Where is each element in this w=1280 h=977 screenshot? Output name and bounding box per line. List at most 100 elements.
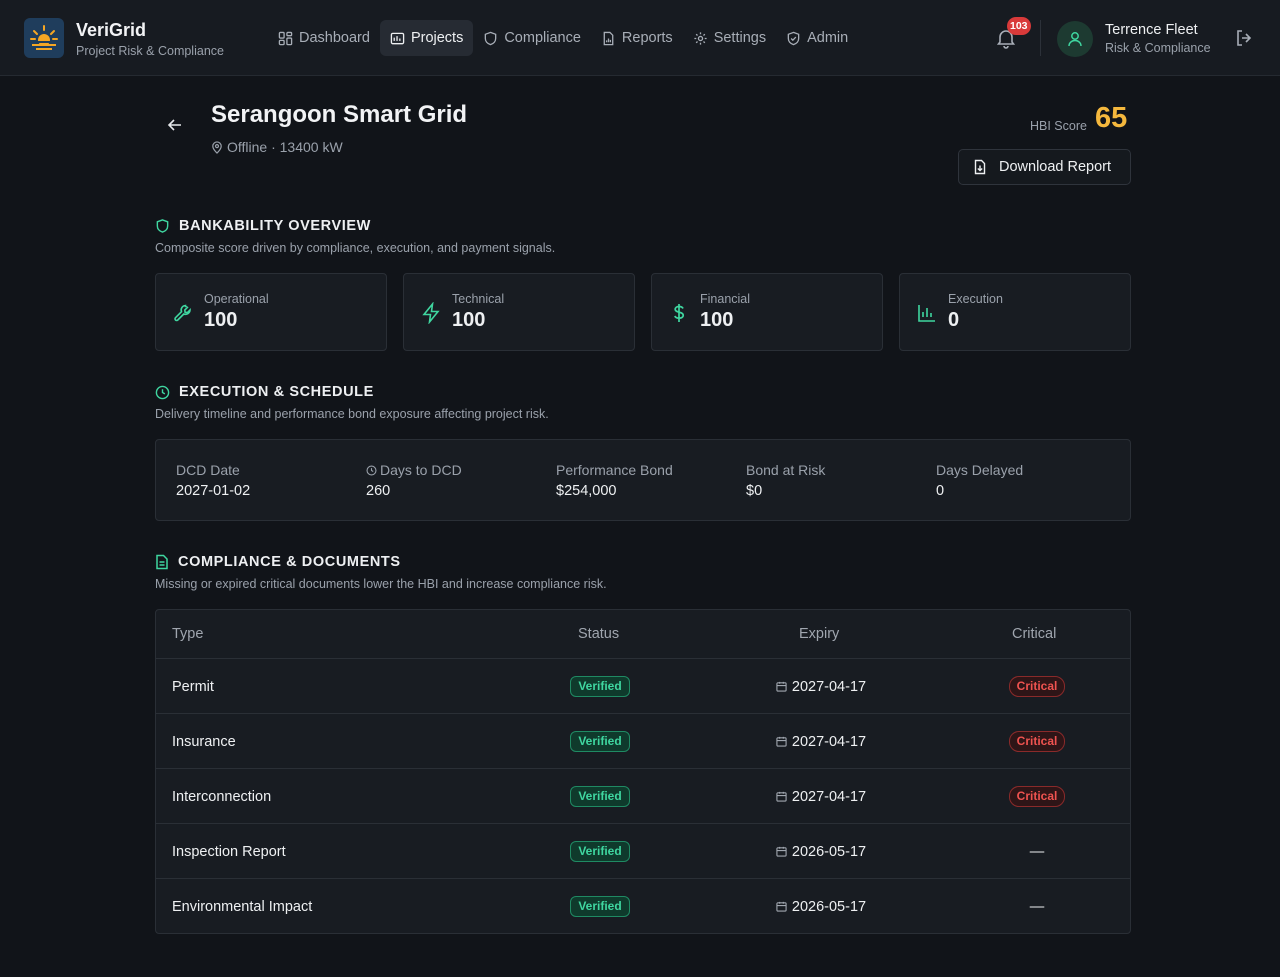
- nav-label: Settings: [713, 30, 767, 46]
- project-meta: Offline · 13400 kW: [211, 139, 343, 155]
- field-label: DCD Date: [176, 462, 240, 478]
- bankability-heading: BANKABILITY OVERVIEW: [155, 218, 371, 234]
- table-row[interactable]: Insurance Verified 2027-04-17 Critical: [156, 714, 1130, 769]
- critical-badge: Critical: [1008, 676, 1066, 697]
- critical-value: —: [1029, 898, 1045, 915]
- field-value: $0: [746, 483, 763, 499]
- user-icon: [1068, 32, 1082, 47]
- column-header-status[interactable]: Status: [578, 626, 620, 642]
- field-value: 260: [366, 483, 391, 499]
- hbi-score: 65: [1095, 102, 1128, 134]
- expiry-date: 2027-04-17: [791, 678, 867, 695]
- expiry-date: 2026-05-17: [791, 898, 867, 915]
- section-title: COMPLIANCE & DOCUMENTS: [178, 554, 401, 570]
- compliance-heading: COMPLIANCE & DOCUMENTS: [155, 554, 401, 570]
- section-title: EXECUTION & SCHEDULE: [179, 384, 374, 400]
- calendar-icon: [776, 791, 787, 802]
- expiry-date: 2026-05-17: [791, 843, 867, 860]
- field-label-row: Days to DCD: [366, 462, 462, 478]
- status-badge: Verified: [570, 786, 630, 807]
- app-subtitle: Project Risk & Compliance: [76, 44, 224, 58]
- table-header: Type Status Expiry Critical: [156, 610, 1130, 659]
- sun-logo-icon: [30, 25, 58, 50]
- score-card-financial: Financial 100: [651, 273, 883, 351]
- user-name: Terrence Fleet: [1105, 22, 1198, 38]
- clock-icon: [155, 385, 170, 399]
- calendar-icon: [776, 846, 787, 857]
- card-label: Technical: [452, 292, 505, 306]
- section-description: Delivery timeline and performance bond e…: [155, 407, 549, 421]
- table-row[interactable]: Permit Verified 2027-04-17 Critical: [156, 659, 1130, 714]
- doc-type: Insurance: [172, 733, 236, 750]
- back-arrow-icon[interactable]: [166, 116, 184, 134]
- app-name: VeriGrid: [76, 20, 147, 40]
- top-bar: VeriGrid Project Risk & Compliance Dashb…: [0, 0, 1280, 76]
- download-report-button[interactable]: Download Report: [958, 149, 1131, 185]
- status-badge: Verified: [570, 731, 630, 752]
- calendar-icon: [776, 736, 787, 747]
- main-nav: Dashboard Projects Compliance Reports Se…: [268, 20, 858, 56]
- status-badge: Verified: [570, 676, 630, 697]
- dollar-icon: [674, 304, 685, 322]
- card-value: 100: [204, 309, 238, 331]
- table-row[interactable]: Inspection Report Verified 2026-05-17 —: [156, 824, 1130, 879]
- section-description: Composite score driven by compliance, ex…: [155, 241, 556, 255]
- critical-cell: Critical: [996, 769, 1078, 824]
- location-pin-icon: [212, 140, 222, 154]
- column-header-expiry[interactable]: Expiry: [799, 626, 840, 642]
- score-card-operational: Operational 100: [155, 273, 387, 351]
- nav-admin[interactable]: Admin: [776, 20, 858, 56]
- card-value: 100: [452, 309, 486, 331]
- gear-icon: [694, 31, 707, 45]
- status-cell: Verified: [566, 769, 634, 824]
- card-label: Financial: [700, 292, 751, 306]
- field-label: Days to DCD: [380, 462, 462, 478]
- status-cell: Verified: [566, 824, 634, 879]
- notification-count-badge: 103: [1007, 17, 1031, 35]
- field-performance-bond: Performance Bond $254,000: [556, 462, 673, 499]
- document-icon: [156, 554, 168, 570]
- section-title: BANKABILITY OVERVIEW: [179, 218, 371, 234]
- status-cell: Verified: [566, 714, 634, 769]
- expiry-cell: 2027-04-17: [761, 659, 881, 714]
- doc-type: Environmental Impact: [172, 898, 313, 915]
- field-days-delayed: Days Delayed 0: [936, 462, 1023, 499]
- critical-cell: Critical: [996, 659, 1078, 714]
- shield-check-icon: [787, 31, 800, 45]
- nav-dashboard[interactable]: Dashboard: [268, 20, 380, 56]
- column-header-critical[interactable]: Critical: [1012, 626, 1057, 642]
- expiry-cell: 2026-05-17: [761, 879, 881, 933]
- nav-settings[interactable]: Settings: [683, 20, 776, 56]
- critical-badge: Critical: [1008, 731, 1066, 752]
- nav-label: Compliance: [504, 30, 581, 46]
- card-label: Operational: [204, 292, 269, 306]
- table-row[interactable]: Interconnection Verified 2027-04-17 Crit…: [156, 769, 1130, 824]
- nav-label: Admin: [807, 30, 849, 46]
- nav-label: Reports: [621, 30, 673, 46]
- divider: [1040, 20, 1041, 56]
- shield-icon: [485, 31, 497, 45]
- calendar-icon: [776, 901, 787, 912]
- documents-table: Type Status Expiry Critical Permit Verif…: [155, 609, 1131, 934]
- score-card-technical: Technical 100: [403, 273, 635, 351]
- table-row[interactable]: Environmental Impact Verified 2026-05-17…: [156, 879, 1130, 933]
- score-card-execution: Execution 0: [899, 273, 1131, 351]
- critical-cell: Critical: [996, 714, 1078, 769]
- critical-value: —: [1029, 843, 1045, 860]
- avatar[interactable]: [1057, 21, 1093, 57]
- logout-icon[interactable]: [1234, 28, 1254, 48]
- logo[interactable]: [24, 18, 64, 58]
- nav-compliance[interactable]: Compliance: [473, 20, 591, 56]
- column-header-type[interactable]: Type: [172, 626, 204, 642]
- field-days-to-dcd: Days to DCD 260: [366, 462, 462, 499]
- nav-reports[interactable]: Reports: [591, 20, 683, 56]
- card-label: Execution: [948, 292, 1003, 306]
- file-download-icon: [974, 159, 986, 175]
- field-bond-at-risk: Bond at Risk $0: [746, 462, 825, 499]
- expiry-date: 2027-04-17: [791, 733, 867, 750]
- nav-projects[interactable]: Projects: [379, 20, 474, 56]
- field-label: Performance Bond: [556, 462, 673, 478]
- nav-label: Projects: [410, 30, 464, 46]
- field-value: 0: [936, 483, 945, 499]
- download-report-label: Download Report: [999, 159, 1112, 175]
